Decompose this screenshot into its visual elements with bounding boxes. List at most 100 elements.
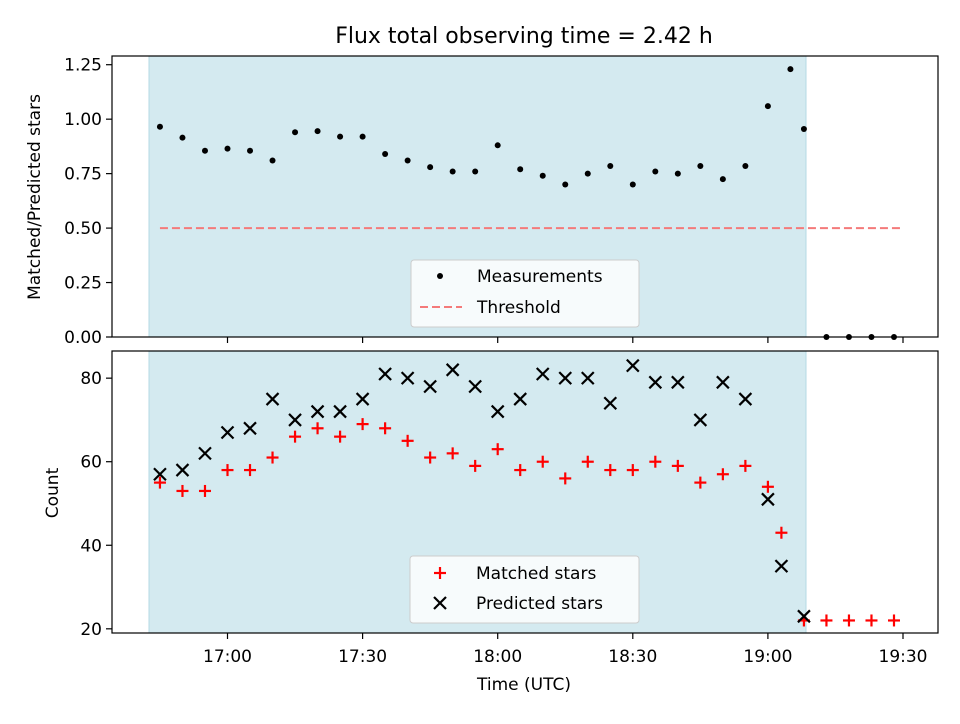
x-tick-label: 17:00	[203, 647, 252, 667]
matched-star-point	[334, 430, 347, 443]
top-legend: Measurements Threshold	[410, 259, 640, 328]
measurement-point	[494, 142, 501, 149]
legend-x-icon	[433, 596, 447, 610]
bottom-y-ticks: 20 40 60 80	[80, 369, 112, 640]
matched-star-point	[469, 459, 482, 472]
x-axis-label: Time (UTC)	[476, 675, 571, 695]
measurement-point	[201, 147, 208, 154]
predicted-star-point	[603, 396, 618, 411]
y-tick-label: 0.50	[64, 219, 102, 239]
matched-star-point	[514, 464, 527, 477]
measurement-point	[247, 147, 254, 154]
matched-star-point	[221, 464, 234, 477]
measurement-point	[269, 157, 276, 164]
top-marks	[156, 66, 903, 340]
top-x-ticks	[226, 337, 904, 343]
legend-label-predicted: Predicted stars	[476, 594, 603, 614]
predicted-star-point	[423, 379, 437, 394]
y-tick-label: 80	[80, 369, 102, 389]
measurement-point	[404, 157, 411, 164]
figure-title: Flux total observing time = 2.42 h	[335, 24, 713, 49]
predicted-star-point	[288, 413, 302, 427]
matched-star-point	[198, 484, 211, 497]
matched-star-point	[842, 614, 855, 627]
predicted-star-point	[153, 467, 167, 482]
matched-star-point	[604, 464, 617, 477]
predicted-star-point	[445, 363, 460, 377]
predicted-star-point	[220, 425, 235, 440]
x-tick-label: 17:30	[338, 647, 387, 667]
measurement-point	[697, 163, 704, 170]
x-tick-label: 18:00	[473, 647, 522, 667]
predicted-star-point	[400, 371, 415, 385]
predicted-star-point	[797, 609, 811, 624]
bottom-axes-frame	[111, 350, 939, 634]
predicted-star-point	[738, 392, 753, 406]
predicted-star-point	[198, 446, 212, 461]
y-tick-label: 1.00	[64, 110, 102, 130]
predicted-star-point	[175, 463, 190, 477]
predicted-star-point	[558, 371, 573, 385]
matched-star-point	[887, 614, 900, 627]
measurement-point	[517, 166, 524, 173]
bottom-legend: Matched stars Predicted stars	[409, 555, 640, 624]
predicted-star-point	[243, 421, 257, 436]
y-tick-label: 1.25	[64, 56, 102, 76]
predicted-star-point	[355, 392, 370, 406]
bottom-marks	[153, 358, 900, 627]
matched-star-point	[739, 459, 752, 472]
top-panel: 0.00 0.25 0.50 0.75 1.00 1.25 Matched/Predict…	[25, 55, 939, 348]
measurement-point	[224, 145, 231, 152]
legend-label-measurements: Measurements	[477, 267, 603, 287]
measurement-point	[472, 168, 479, 175]
top-legend-box	[410, 259, 640, 328]
y-tick-label: 0.25	[64, 274, 102, 294]
measurement-point	[292, 129, 299, 136]
measurement-point	[629, 181, 636, 188]
measurement-point	[584, 170, 591, 177]
bottom-y-axis-label: Count	[43, 467, 63, 518]
predicted-star-point	[310, 404, 325, 419]
matched-star-point	[559, 472, 572, 485]
measurement-point	[562, 181, 569, 188]
predicted-star-point	[716, 375, 730, 390]
measurement-point	[156, 123, 163, 130]
matched-star-point	[311, 422, 324, 435]
matched-star-point	[266, 451, 279, 464]
measurement-point	[337, 133, 344, 140]
matched-star-point	[581, 455, 594, 468]
x-tick-label: 19:00	[743, 647, 792, 667]
y-tick-label: 0.75	[64, 165, 102, 185]
bottom-x-ticks: 17:00 17:30 18:00 18:30 19:00 19:30	[203, 633, 928, 667]
predicted-star-point	[535, 367, 550, 381]
measurement-point	[674, 170, 681, 177]
matched-star-point	[153, 476, 166, 489]
measurement-point	[539, 172, 546, 179]
predicted-star-point	[761, 492, 775, 507]
matched-star-point	[244, 464, 257, 477]
measurement-point	[607, 163, 614, 170]
predicted-star-point	[265, 392, 280, 406]
y-tick-label: 0.00	[64, 328, 102, 348]
matched-star-point	[446, 447, 459, 460]
predicted-star-point	[490, 404, 505, 419]
measurement-point	[449, 168, 456, 175]
measurement-point	[314, 128, 321, 135]
measurement-point	[359, 133, 366, 140]
predicted-star-point	[774, 559, 789, 573]
predicted-star-point	[468, 379, 482, 394]
matched-star-point	[649, 455, 662, 468]
measurement-point	[427, 164, 434, 171]
measurement-point	[719, 176, 726, 183]
predicted-star-point	[378, 367, 392, 381]
matched-star-point	[671, 459, 684, 472]
top-y-ticks: 0.00 0.25 0.50 0.75 1.00 1.25	[64, 56, 112, 348]
matched-star-point	[626, 464, 639, 477]
x-tick-label: 19:30	[879, 647, 928, 667]
matched-star-point	[356, 418, 369, 431]
y-tick-label: 20	[80, 620, 102, 640]
top-y-axis-label: Matched/Predicted stars	[25, 94, 45, 300]
predicted-star-point	[671, 375, 685, 390]
